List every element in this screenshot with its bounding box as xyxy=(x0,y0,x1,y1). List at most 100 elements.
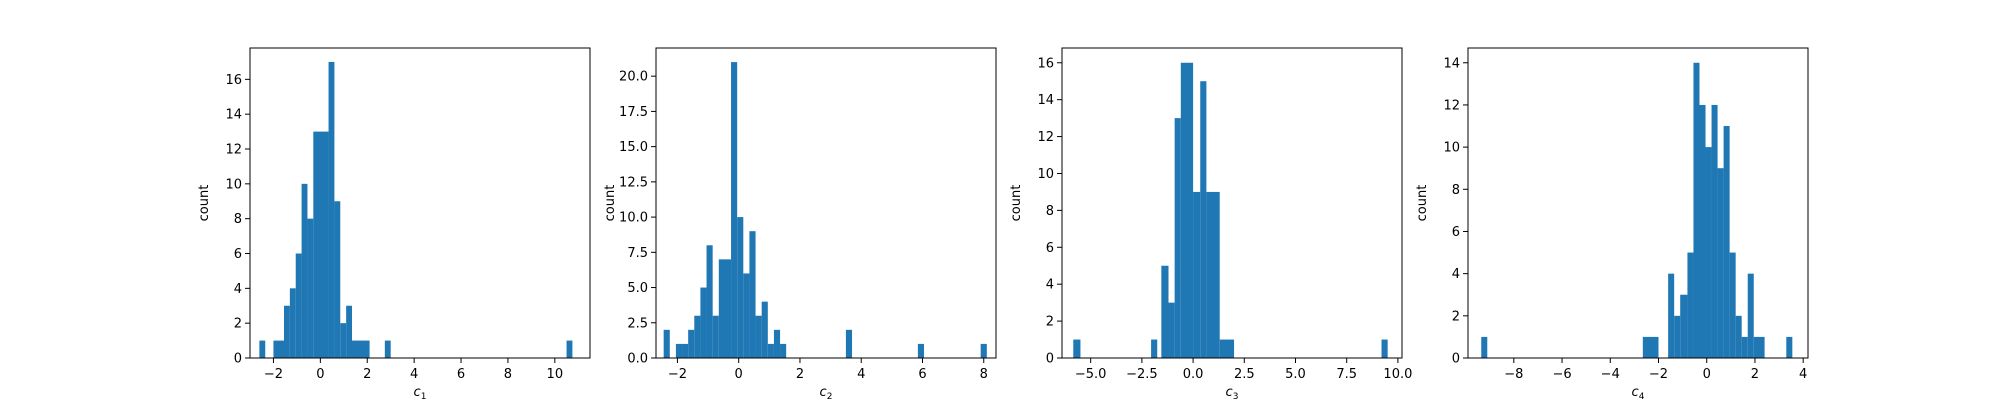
histogram-bar xyxy=(1073,339,1081,358)
y-tick-label: 12 xyxy=(225,143,242,158)
histogram-bar xyxy=(1381,339,1388,358)
histogram-bar xyxy=(1668,273,1675,358)
histogram-bar xyxy=(1206,191,1220,358)
histogram-bar xyxy=(1193,191,1201,358)
histogram-bar xyxy=(1174,118,1181,359)
y-tick-label: 12 xyxy=(1037,130,1054,145)
histogram-bar xyxy=(845,329,853,358)
y-axis-label: count xyxy=(1415,185,1430,222)
y-tick-label: 8 xyxy=(1046,204,1054,219)
histogram-bar xyxy=(706,245,713,358)
histogram-panel-1: −2 0 2 4 6 8 10 0 2 4 6 8 10 12 14 16 c1 count xyxy=(197,47,591,400)
histogram-bar xyxy=(743,273,750,358)
axes-frame xyxy=(1467,47,1809,359)
histogram-bar xyxy=(1786,336,1793,358)
histogram-bar xyxy=(1711,104,1718,358)
histogram-bar xyxy=(295,253,302,358)
y-tick-label: 0 xyxy=(1046,352,1054,367)
histogram-bar xyxy=(1180,62,1194,358)
histogram-bar xyxy=(761,301,768,358)
y-tick-label: 2 xyxy=(234,317,242,332)
histogram-bar xyxy=(1680,294,1688,358)
histogram-bar xyxy=(301,183,308,358)
axes-frame xyxy=(1061,47,1403,359)
histogram-bar xyxy=(352,340,370,358)
histogram-bar xyxy=(675,343,683,358)
histogram-bar xyxy=(284,305,290,358)
histogram-bar xyxy=(1161,265,1169,358)
histogram-bar xyxy=(731,62,738,359)
y-tick-label: 12 xyxy=(1443,98,1460,113)
histogram-bar xyxy=(313,131,329,358)
histogram-bar xyxy=(307,218,314,358)
y-tick-label: 10 xyxy=(225,177,242,192)
x-tick-label: 10 xyxy=(547,367,564,382)
histogram-bar xyxy=(694,315,701,358)
histogram-bar xyxy=(1674,315,1681,358)
y-tick-label: 17.5 xyxy=(619,105,648,120)
x-tick-label: 6 xyxy=(918,367,926,382)
histogram-bar xyxy=(1735,315,1742,358)
y-tick-label: 6 xyxy=(234,247,242,262)
histogram-bar xyxy=(682,343,689,358)
histogram-bar xyxy=(1151,339,1158,358)
x-tick-label: 2 xyxy=(1751,367,1759,382)
y-tick-label: 14 xyxy=(1037,93,1054,108)
histogram-bar xyxy=(1717,168,1724,358)
y-tick-label: 4 xyxy=(1046,278,1054,293)
axes-frame xyxy=(655,47,997,359)
y-tick-label: 14 xyxy=(225,108,242,123)
x-axis-label-base: c xyxy=(1226,385,1233,400)
axes-frame xyxy=(249,47,591,359)
y-tick-label: 8 xyxy=(234,212,242,227)
histogram-bar xyxy=(1753,336,1765,358)
histogram-bar xyxy=(384,340,391,358)
histogram-bar xyxy=(1723,126,1730,358)
x-axis-label: c3 xyxy=(1226,385,1239,400)
histogram-bar xyxy=(755,315,762,358)
histogram-bar xyxy=(334,201,341,358)
y-tick-label: 10 xyxy=(1443,141,1460,156)
histogram-bar xyxy=(917,343,925,358)
x-tick-label: 0 xyxy=(316,367,324,382)
x-tick-label: −2.5 xyxy=(1126,367,1158,382)
histogram-bar xyxy=(1705,147,1712,358)
histogram-bar xyxy=(1219,339,1235,358)
y-tick-label: 6 xyxy=(1452,225,1460,240)
y-tick-label: 0 xyxy=(234,352,242,367)
x-tick-label: −2 xyxy=(1649,367,1668,382)
histogram-bar xyxy=(1642,336,1659,358)
histogram-bar xyxy=(259,340,266,358)
y-tick-label: 16 xyxy=(225,73,242,88)
x-axis-label: c1 xyxy=(414,385,427,400)
y-tick-label: 16 xyxy=(1037,56,1054,71)
x-axis-label-base: c xyxy=(414,385,421,400)
y-axis-label: count xyxy=(603,185,618,222)
y-axis-label: count xyxy=(197,185,212,222)
x-tick-label: 0 xyxy=(735,367,743,382)
x-axis-label-base: c xyxy=(1632,385,1639,400)
y-tick-label: 12.5 xyxy=(619,175,648,190)
histogram-bar xyxy=(1481,336,1488,358)
y-tick-label: 10.0 xyxy=(619,211,648,226)
histogram-bar xyxy=(273,340,284,358)
x-tick-label: −2 xyxy=(264,367,283,382)
x-tick-label: 4 xyxy=(1799,367,1807,382)
x-axis-label-subscript: 4 xyxy=(1639,392,1645,400)
y-tick-label: 20.0 xyxy=(619,70,648,85)
histogram-bar xyxy=(688,329,695,358)
histogram-bar xyxy=(1729,252,1736,358)
y-tick-label: 5.0 xyxy=(627,281,648,296)
y-tick-label: 2 xyxy=(1452,309,1460,324)
histogram-bar xyxy=(346,305,352,358)
x-axis-label-subscript: 1 xyxy=(421,392,427,400)
x-axis-label-subscript: 2 xyxy=(827,392,833,400)
histogram-bar xyxy=(328,61,335,359)
x-tick-label: 7.5 xyxy=(1336,367,1357,382)
histogram-bar xyxy=(1687,252,1694,358)
histogram-bar xyxy=(663,329,670,358)
histogram-bar xyxy=(566,340,573,358)
histogram-bar xyxy=(773,329,781,358)
histogram-bar xyxy=(780,343,787,358)
